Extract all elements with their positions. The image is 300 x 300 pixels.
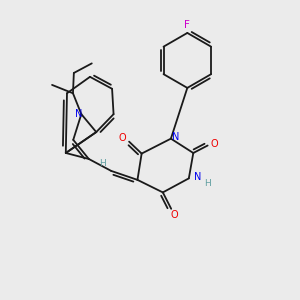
Text: H: H [204,179,211,188]
Text: H: H [99,159,106,168]
Text: N: N [194,172,202,182]
Text: O: O [170,210,178,220]
Text: F: F [184,20,190,30]
Text: N: N [172,132,179,142]
Text: N: N [75,109,82,119]
Text: O: O [119,133,126,143]
Text: O: O [210,139,218,149]
